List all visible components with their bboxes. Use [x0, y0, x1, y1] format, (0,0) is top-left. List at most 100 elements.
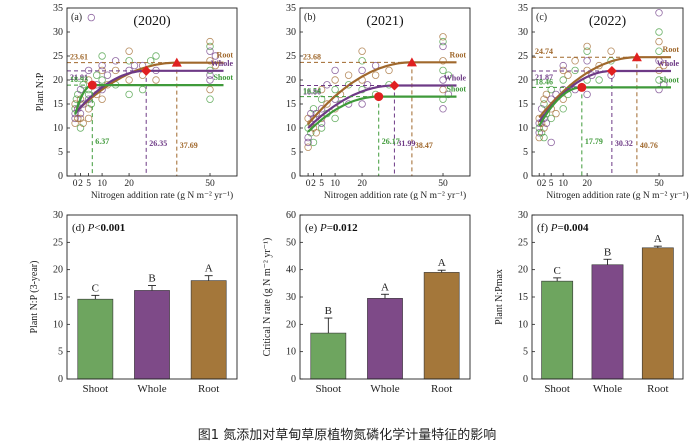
category-label: Whole [593, 383, 622, 395]
y-tick-label: 10 [53, 319, 63, 330]
panel-annotation: (e) P=0.012 [305, 222, 358, 234]
plot-frame [531, 7, 684, 177]
y-tick-label: 30 [53, 27, 63, 38]
scatter-point [358, 66, 366, 75]
scatter-point [309, 138, 318, 147]
significance-letter: A [381, 281, 389, 293]
y-tick-label: 60 [286, 210, 296, 221]
fit-curve-root [307, 61, 457, 125]
plateau-value-label: 16.54 [303, 87, 321, 96]
panel-title: (2021) [366, 14, 404, 29]
scatter-point [331, 85, 339, 94]
scatter-point [439, 57, 447, 65]
x-tick-label: 20 [582, 179, 592, 189]
panel-title: (2020) [133, 14, 171, 29]
scatter-point [211, 52, 220, 60]
bar-root [641, 247, 674, 380]
y-tick-label: 10 [286, 123, 296, 134]
y-tick-label: 20 [518, 265, 528, 276]
significance-letter: C [92, 282, 99, 294]
y-tick-label: 35 [518, 3, 528, 14]
y-tick-label: 50 [286, 237, 296, 248]
scatter-point [655, 28, 663, 36]
scatter-point [344, 71, 353, 79]
category-label: Root [198, 383, 219, 395]
scatter-point [439, 66, 447, 75]
scatter-point [206, 57, 214, 65]
significance-letter: A [438, 257, 446, 269]
scatter-point [146, 57, 155, 65]
scatter-point [371, 71, 380, 79]
bar-shoot [77, 298, 114, 380]
scatter-point [547, 85, 555, 94]
bar-panel-5: C Shoot B Whole A Root 0 5 10 15 20 25 30 (f) P=0.004… [494, 210, 684, 395]
scatter-point [304, 143, 312, 151]
x-tick-label: 20 [124, 179, 134, 189]
y-tick-label: 5 [58, 347, 63, 358]
scatter-point [540, 124, 548, 132]
panel-annotation: (f) P=0.004 [537, 222, 589, 234]
scatter-point [559, 66, 567, 75]
scatter-point [583, 47, 591, 55]
scatter-point [130, 61, 139, 70]
scatter-point [559, 76, 567, 84]
scatter-point [317, 105, 326, 113]
x-tick-label: 5 [86, 179, 91, 189]
y-tick-label: 15 [53, 99, 63, 110]
category-label: Root [647, 383, 668, 395]
marker-whole-diamond [389, 80, 400, 91]
critical-value-label: 26.35 [149, 139, 167, 148]
scatter-point [111, 57, 120, 65]
scatter-point [317, 85, 326, 94]
x-axis-label: Nitrogen addition rate (g N m⁻² yr⁻¹) [91, 190, 233, 201]
scatter-point [103, 71, 112, 79]
panel-letter: (a) [71, 12, 82, 23]
y-tick-label: 25 [286, 51, 296, 62]
y-tick-label: 30 [286, 292, 296, 303]
bar-shoot [310, 332, 347, 380]
y-tick-label: 10 [518, 319, 528, 330]
y-tick-label: 5 [58, 147, 63, 158]
scatter-point [564, 71, 572, 79]
y-tick-label: 20 [518, 75, 528, 86]
fit-curve-root [538, 56, 671, 119]
x-tick-label: 20 [357, 179, 367, 189]
series-label-whole: Whole [444, 73, 467, 82]
significance-letter: B [148, 273, 155, 285]
scatter-point [540, 95, 548, 103]
series-label-shoot: Shoot [446, 85, 466, 94]
scatter-panel-0: 23.61 37.69 Root 21.91 26.35 Whole 18.93 6.37 Sh… [35, 3, 238, 201]
x-tick-label: 50 [438, 179, 448, 189]
x-tick-label: 10 [558, 179, 568, 189]
scatter-point [595, 76, 603, 84]
scatter-panel-1: 23.68 38.47 Root 18.86 31.99 Whole 16.54 26.17 S… [286, 3, 471, 201]
scatter-point [344, 81, 353, 89]
critical-value-label: 26.17 [382, 137, 400, 146]
category-label: Shoot [82, 383, 108, 395]
marker-shoot-circle [577, 82, 587, 92]
y-tick-label: 30 [53, 210, 63, 221]
x-axis-label: Nitrogen addition rate (g N m⁻² yr⁻¹) [546, 190, 688, 201]
scatter-point [304, 138, 312, 147]
scatter-point [206, 71, 214, 79]
y-tick-label: 5 [291, 147, 296, 158]
category-label: Whole [137, 383, 166, 395]
scatter-point [312, 109, 320, 118]
y-tick-label: 35 [53, 3, 63, 14]
scatter-point [358, 100, 366, 108]
y-tick-label: 15 [518, 99, 528, 110]
scatter-point [79, 119, 87, 127]
critical-value-label: 38.47 [415, 141, 433, 150]
scatter-point [206, 95, 214, 103]
y-tick-label: 15 [518, 292, 528, 303]
marker-root-triangle [631, 52, 642, 62]
category-label: Root [431, 383, 452, 395]
series-label-root: Root [217, 51, 234, 60]
scatter-point [358, 47, 366, 55]
bar-shoot [541, 280, 574, 380]
scatter-point [439, 37, 447, 46]
scatter-point [552, 109, 560, 118]
y-tick-label: 20 [286, 75, 296, 86]
scatter-point [655, 76, 663, 84]
scatter-point [607, 47, 615, 55]
